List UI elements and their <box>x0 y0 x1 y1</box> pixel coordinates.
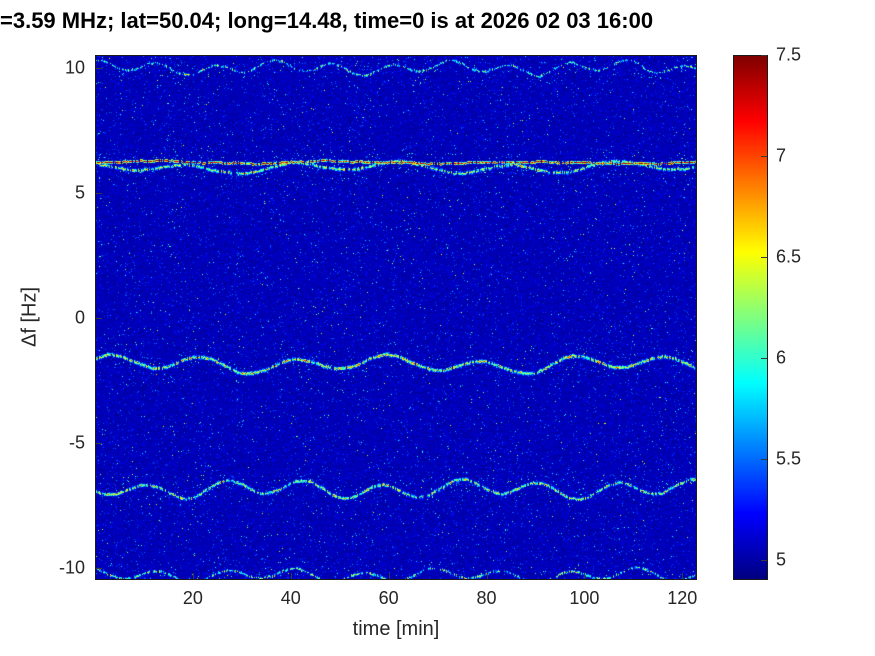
x-tick-mark <box>192 573 194 579</box>
colorbar-tick-mark <box>761 357 767 359</box>
y-tick-label: -10 <box>58 557 85 577</box>
colorbar-tick-mark <box>761 458 767 460</box>
x-tick-label: 60 <box>378 588 399 608</box>
colorbar-tick-mark <box>761 256 767 258</box>
y-tick-label: 5 <box>74 182 85 202</box>
x-tick-label: 20 <box>182 588 203 608</box>
x-axis-label: time [min] <box>352 618 440 640</box>
heatmap-canvas <box>95 55 697 580</box>
chart-title: =3.59 MHz; lat=50.04; long=14.48, time=0… <box>0 8 654 33</box>
colorbar-tick-label: 7.5 <box>776 44 802 65</box>
y-tick-label: -5 <box>68 432 85 452</box>
colorbar-canvas <box>733 55 768 580</box>
y-axis-label: Δf [Hz] <box>18 286 41 348</box>
x-tick-label: 80 <box>476 588 497 608</box>
y-tick-mark <box>96 67 102 69</box>
colorbar-tick-label: 6.5 <box>776 246 802 267</box>
colorbar-tick-label: 5 <box>776 549 787 570</box>
x-tick-label: 40 <box>280 588 301 608</box>
y-tick-mark <box>96 317 102 319</box>
y-tick-label: 0 <box>74 307 85 327</box>
colorbar-tick-label: 6 <box>776 347 787 368</box>
x-tick-mark <box>388 573 390 579</box>
x-tick-mark <box>682 573 684 579</box>
colorbar-tick-mark <box>761 559 767 561</box>
colorbar-tick-mark <box>761 55 767 56</box>
x-tick-mark <box>584 573 586 579</box>
colorbar-tick-label: 7 <box>776 145 787 166</box>
y-tick-mark <box>96 192 102 194</box>
colorbar-tick-label: 5.5 <box>776 448 802 469</box>
y-tick-label: 10 <box>64 57 85 77</box>
y-tick-mark <box>96 442 102 444</box>
x-tick-label: 120 <box>667 588 698 608</box>
x-tick-label: 100 <box>569 588 600 608</box>
x-tick-mark <box>486 573 488 579</box>
x-tick-mark <box>290 573 292 579</box>
y-tick-mark <box>96 567 102 569</box>
colorbar-tick-mark <box>761 155 767 157</box>
